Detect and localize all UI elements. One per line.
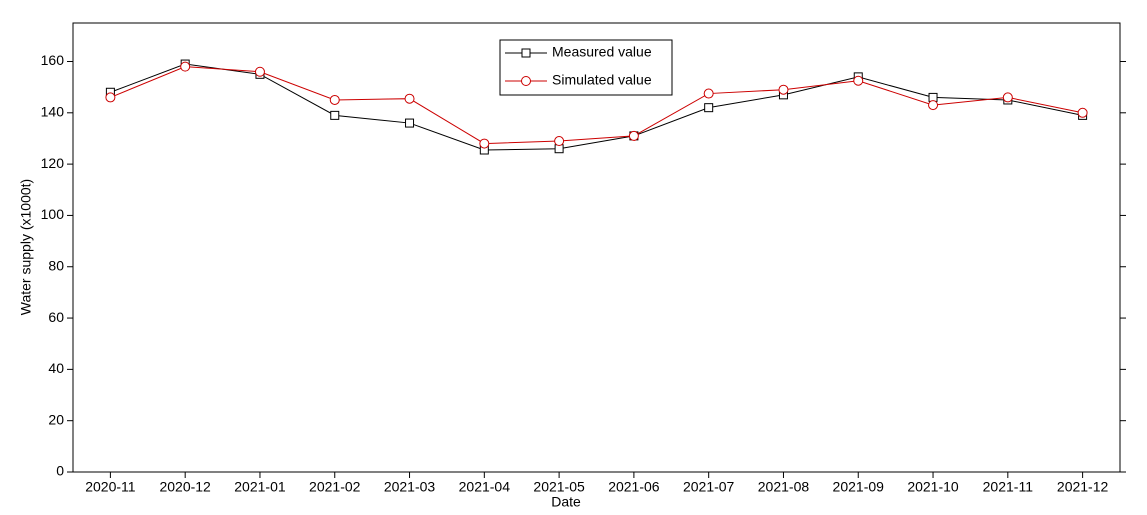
data-point [704, 103, 714, 113]
x-tick-label: 2020-11 [85, 479, 136, 495]
y-tick-label: 160 [41, 52, 65, 68]
x-tick-label: 2021-04 [459, 479, 511, 495]
data-point [330, 110, 340, 120]
x-tick-label: 2021-01 [234, 479, 286, 495]
data-point [778, 84, 789, 95]
data-point [703, 88, 714, 99]
data-point [329, 94, 340, 105]
x-tick-label: 2021-11 [983, 479, 1034, 495]
data-point [853, 75, 864, 86]
y-tick-label: 140 [41, 104, 65, 120]
x-tick-label: 2021-03 [384, 479, 436, 495]
x-tick-label: 2021-08 [758, 479, 810, 495]
y-tick-label: 0 [56, 463, 64, 479]
series-line [110, 66, 1083, 145]
y-tick-label: 80 [48, 257, 64, 273]
x-tick-label: 2021-09 [833, 479, 885, 495]
legend-marker [521, 76, 531, 86]
legend-label: Measured value [552, 44, 652, 60]
data-point [628, 130, 639, 141]
data-point [479, 138, 490, 149]
y-tick-label: 20 [48, 411, 64, 427]
y-tick-label: 60 [48, 309, 64, 325]
y-axis-label: Water supply (x1000t) [18, 179, 34, 315]
data-point [254, 66, 265, 77]
x-tick-label: 2021-12 [1057, 479, 1109, 495]
data-point [554, 136, 565, 147]
data-point [928, 100, 939, 111]
series-line [110, 63, 1083, 151]
y-tick-label: 40 [48, 360, 64, 376]
data-point [180, 61, 191, 72]
data-point [1002, 92, 1013, 103]
plot-frame [72, 22, 1121, 473]
x-tick-label: 2020-12 [159, 479, 211, 495]
x-tick-label: 2021-02 [309, 479, 361, 495]
data-point [405, 118, 415, 128]
data-point [404, 93, 415, 104]
x-tick-label: 2021-06 [608, 479, 660, 495]
x-tick-label: 2021-05 [533, 479, 585, 495]
legend-label: Simulated value [552, 72, 652, 88]
y-tick-label: 100 [41, 206, 65, 222]
data-point [1077, 107, 1088, 118]
data-point [105, 92, 116, 103]
x-tick-label: 2021-07 [683, 479, 735, 495]
legend-marker [521, 48, 531, 58]
x-axis-label: Date [551, 494, 581, 510]
y-tick-label: 120 [41, 155, 65, 171]
x-tick-label: 2021-10 [907, 479, 959, 495]
